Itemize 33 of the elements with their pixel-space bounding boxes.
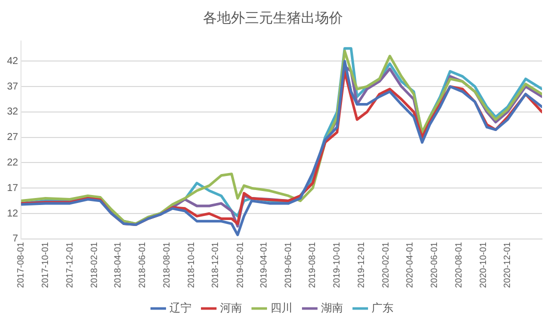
x-tick-label: 2018-06-01 <box>137 242 148 288</box>
x-tick-label: 2017-10-01 <box>40 242 50 288</box>
y-tick-label: 27 <box>7 132 19 144</box>
legend-label: 四川 <box>270 302 292 315</box>
y-tick-label: 37 <box>7 81 19 92</box>
x-tick-label: 2018-10-01 <box>186 242 196 288</box>
x-tick-label: 2020-06-01 <box>429 242 440 288</box>
x-tick-label: 2019-12-01 <box>356 242 366 288</box>
x-tick-label: 2020-12-01 <box>502 242 512 288</box>
x-tick-label: 2018-08-01 <box>161 242 172 288</box>
legend-label: 湖南 <box>320 302 343 315</box>
x-tick-label: 2019-02-01 <box>234 242 245 288</box>
legend-label: 河南 <box>220 302 242 315</box>
y-tick-label: 22 <box>7 157 19 168</box>
x-tick-label: 2019-08-01 <box>307 242 318 288</box>
x-tick-label: 2018-02-01 <box>89 242 100 288</box>
y-tick-label: 42 <box>7 56 19 67</box>
x-tick-label: 2018-12-01 <box>210 242 220 288</box>
legend-label: 辽宁 <box>169 302 192 315</box>
y-tick-label: 12 <box>7 208 19 220</box>
legend-label: 广东 <box>371 302 394 315</box>
x-tick-label: 2018-04-01 <box>112 242 123 288</box>
x-tick-label: 2020-08-01 <box>453 242 464 288</box>
x-tick-label: 2020-04-01 <box>404 242 415 288</box>
chart-title: 各地外三元生猪出场价 <box>203 9 343 26</box>
x-tick-label: 2020-10-01 <box>478 242 488 288</box>
x-tick-label: 2019-06-01 <box>282 242 293 288</box>
x-tick-label: 2017-12-01 <box>64 242 74 288</box>
x-tick-label: 2020-02-01 <box>380 242 391 288</box>
y-tick-label: 32 <box>7 106 19 118</box>
y-tick-label: 17 <box>7 182 19 194</box>
x-tick-label: 2019-04-01 <box>258 242 268 288</box>
x-tick-label: 2019-10-01 <box>332 242 342 288</box>
